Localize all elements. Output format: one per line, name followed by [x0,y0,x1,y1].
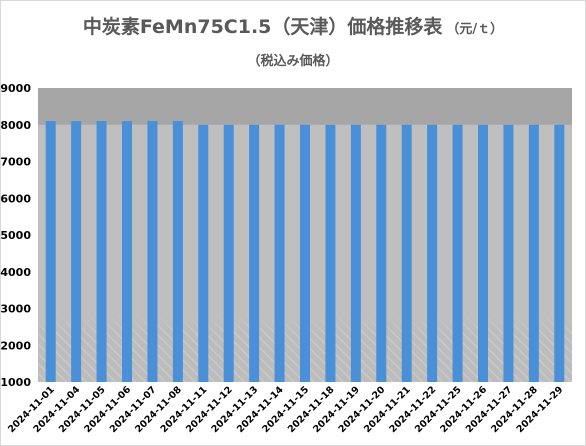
bar [45,121,56,382]
y-axis: 1000 2000 3000 4000 5000 6000 7000 8000 9000 [0,82,31,389]
y-tick-label: 4000 [0,266,31,279]
y-tick-label: 9000 [0,82,31,95]
bar [223,124,234,382]
bar [325,124,336,382]
bar [300,124,310,382]
bar [376,124,387,382]
chart-title-line: 中炭素FeMn75C1.5（天津）価格推移表 （元/ｔ） [0,12,586,39]
bar [71,121,82,382]
bar [249,124,260,382]
bar [122,121,132,382]
y-tick-label: 3000 [0,303,31,316]
y-tick-label: 5000 [0,229,31,242]
y-tick-label: 8000 [0,119,31,132]
y-tick-label: 6000 [0,192,31,205]
x-axis: 2024-11-012024-11-042024-11-052024-11-06… [6,384,565,435]
bar [274,124,285,382]
bar [554,124,565,382]
y-tick-label: 2000 [0,339,31,352]
bar [172,121,183,382]
bar [427,124,438,382]
bar [503,124,514,382]
chart-title: 中炭素FeMn75C1.5（天津）価格推移表 [82,16,443,38]
bar [147,121,158,382]
bar [96,121,107,382]
unit-label: （元/ｔ） [446,22,504,37]
bar [478,124,488,382]
y-tick-label: 1000 [0,376,31,389]
bar [198,124,209,382]
bar [350,124,361,382]
bars-group [45,121,565,382]
bar [401,124,412,382]
bar [452,124,463,382]
plot-top-band [38,88,572,125]
y-tick-label: 7000 [0,156,31,169]
bar [528,124,539,382]
chart-subtitle: （税込み価格） [247,54,339,69]
